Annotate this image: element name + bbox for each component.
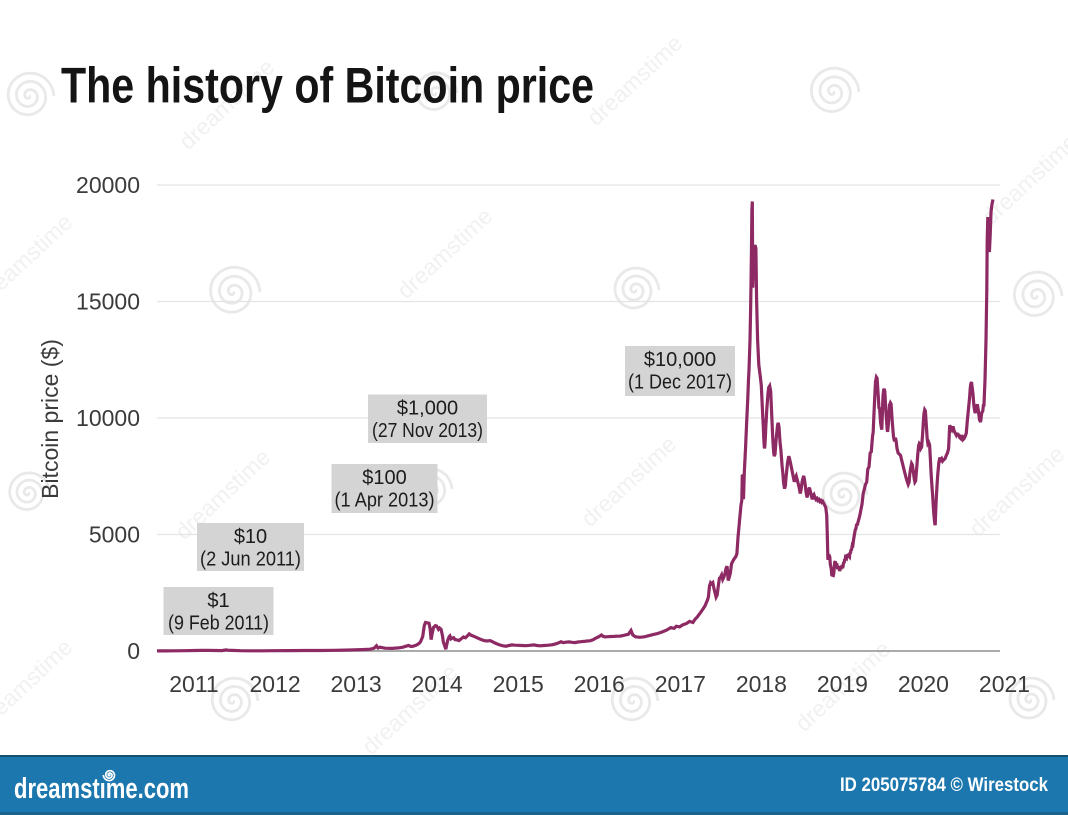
svg-text:(1 Dec 2017): (1 Dec 2017) <box>628 372 732 394</box>
svg-text:$10,000: $10,000 <box>644 349 716 371</box>
svg-text:ID 205075784 © Wirestock: ID 205075784 © Wirestock <box>840 775 1048 796</box>
svg-text:dreamstıme.com: dreamstıme.com <box>14 773 189 805</box>
svg-text:The history of Bitcoin price: The history of Bitcoin price <box>61 58 594 114</box>
svg-text:2021: 2021 <box>979 671 1030 697</box>
svg-text:2015: 2015 <box>493 671 544 697</box>
svg-text:2011: 2011 <box>169 671 218 697</box>
svg-text:2017: 2017 <box>655 671 706 697</box>
svg-text:2012: 2012 <box>250 671 301 697</box>
svg-text:2014: 2014 <box>412 671 463 697</box>
svg-text:2016: 2016 <box>574 671 625 697</box>
svg-text:(1 Apr 2013): (1 Apr 2013) <box>335 490 435 512</box>
svg-text:5000: 5000 <box>89 522 140 548</box>
svg-text:2019: 2019 <box>817 671 868 697</box>
svg-text:$1,000: $1,000 <box>397 398 458 420</box>
svg-text:2018: 2018 <box>736 671 787 697</box>
svg-text:20000: 20000 <box>76 172 140 198</box>
svg-text:0: 0 <box>127 638 140 664</box>
svg-text:$1: $1 <box>207 590 229 612</box>
svg-text:(27 Nov 2013): (27 Nov 2013) <box>372 420 483 442</box>
svg-text:(9 Feb 2011): (9 Feb 2011) <box>168 613 269 635</box>
svg-text:$10: $10 <box>234 526 267 548</box>
svg-text:(2 Jun 2011): (2 Jun 2011) <box>200 549 301 571</box>
svg-text:$100: $100 <box>362 467 407 489</box>
svg-text:2013: 2013 <box>331 671 382 697</box>
svg-text:Bitcoin price ($): Bitcoin price ($) <box>37 339 63 499</box>
svg-text:10000: 10000 <box>76 405 140 431</box>
svg-text:15000: 15000 <box>76 289 140 315</box>
svg-text:2020: 2020 <box>898 671 949 697</box>
